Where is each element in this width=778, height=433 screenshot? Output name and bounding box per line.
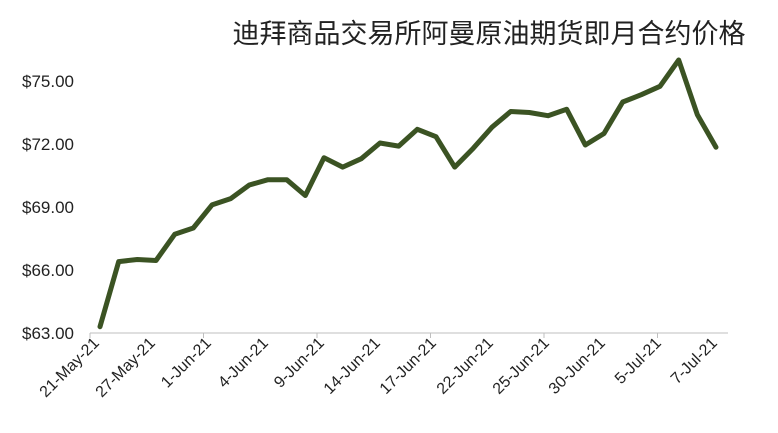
x-tick-label: 7-Jul-21 xyxy=(668,335,721,388)
x-tick-label: 25-Jun-21 xyxy=(490,335,553,398)
x-tick-label: 22-Jun-21 xyxy=(434,335,497,398)
y-tick-label: $63.00 xyxy=(22,324,74,343)
x-tick-label: 1-Jun-21 xyxy=(158,335,215,392)
x-tick-label: 14-Jun-21 xyxy=(321,335,384,398)
x-tick-label: 21-May-21 xyxy=(37,335,103,401)
y-tick-label: $72.00 xyxy=(22,135,74,154)
x-tick-label: 30-Jun-21 xyxy=(546,335,609,398)
x-tick-label: 17-Jun-21 xyxy=(377,335,440,398)
price-series-line xyxy=(97,57,719,330)
chart-title: 迪拜商品交易所阿曼原油期货即月合约价格 xyxy=(233,19,746,50)
plot-area xyxy=(97,57,719,330)
x-tick-label: 5-Jul-21 xyxy=(612,335,665,388)
x-tick-label: 27-May-21 xyxy=(93,335,159,401)
y-axis: $63.00 $66.00 $69.00 $72.00 $75.00 xyxy=(22,72,74,343)
y-tick-label: $66.00 xyxy=(22,261,74,280)
y-tick-label: $75.00 xyxy=(22,72,74,91)
x-tick-label: 9-Jun-21 xyxy=(271,335,328,392)
x-tick-label: 4-Jun-21 xyxy=(215,335,272,392)
y-tick-label: $69.00 xyxy=(22,198,74,217)
